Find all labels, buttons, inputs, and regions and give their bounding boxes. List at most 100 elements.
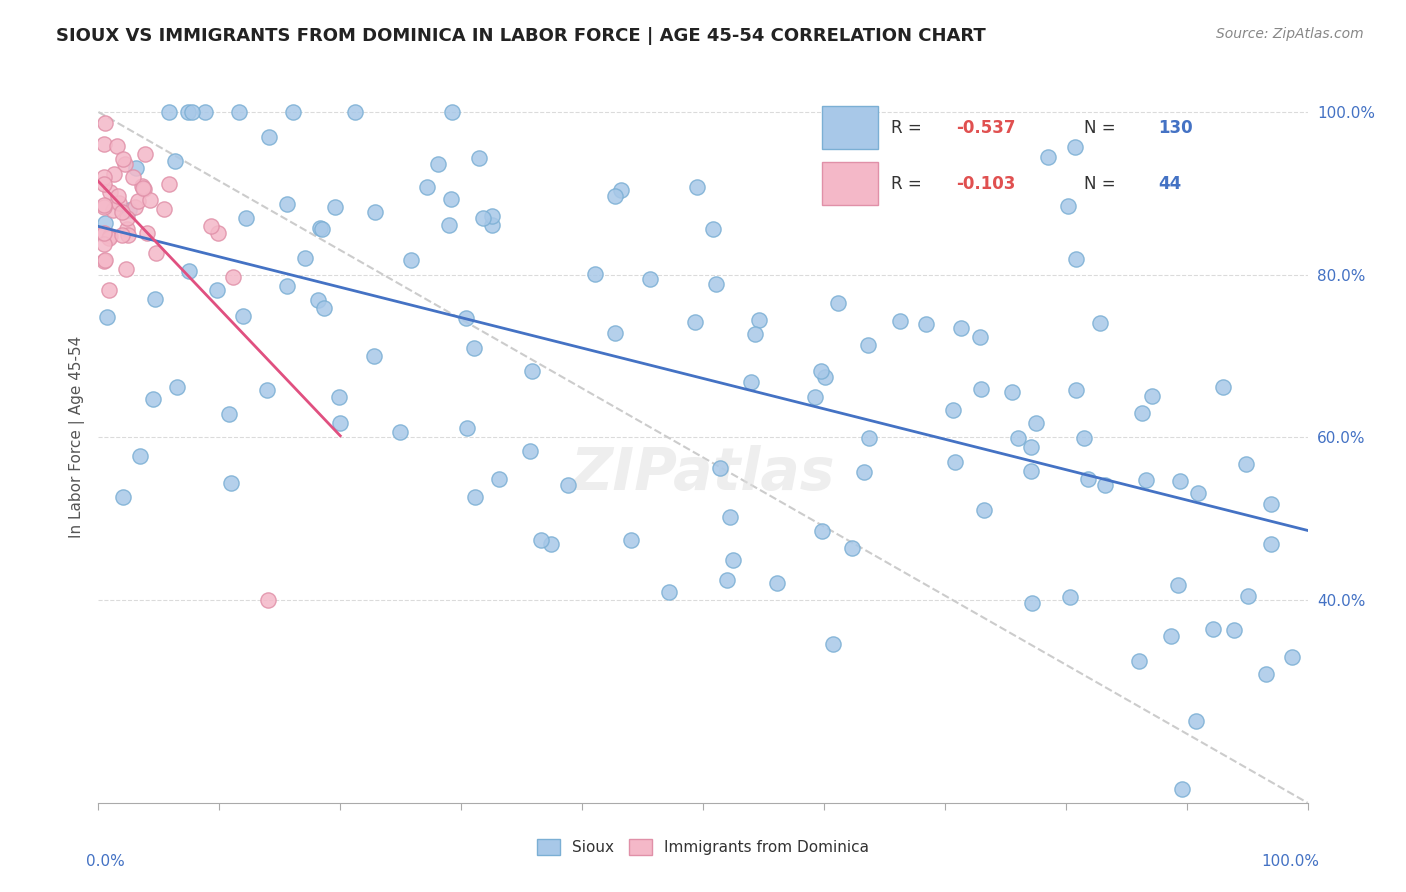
Point (364, 205, 387, 219)
Point (481, 209, 503, 223)
Point (108, 195, 131, 210)
Point (194, 105, 217, 120)
Point (1059, 590, 1081, 604)
Point (276, 279, 298, 293)
Point (165, 153, 187, 168)
Point (124, 200, 146, 214)
Point (1128, 654, 1150, 668)
Point (969, 330, 991, 344)
Point (973, 502, 995, 516)
Point (766, 576, 789, 591)
Point (93, 227, 115, 242)
Point (415, 180, 437, 194)
Point (810, 364, 832, 378)
Point (1064, 383, 1087, 397)
Point (93, 136, 115, 151)
Point (437, 218, 460, 232)
Text: Source: ZipAtlas.com: Source: ZipAtlas.com (1216, 27, 1364, 41)
Point (1171, 781, 1194, 796)
Point (309, 221, 332, 235)
Point (177, 264, 200, 278)
Point (1064, 252, 1087, 266)
Point (858, 431, 880, 445)
Point (139, 194, 162, 208)
Point (112, 490, 135, 504)
Point (1202, 622, 1225, 636)
Point (1063, 139, 1085, 153)
Point (488, 472, 510, 486)
Point (101, 202, 124, 217)
Point (1001, 385, 1024, 400)
Point (177, 105, 200, 120)
Point (1057, 199, 1080, 213)
Point (363, 350, 385, 364)
Point (121, 170, 143, 185)
Point (200, 219, 222, 233)
Point (228, 105, 250, 120)
Point (949, 320, 972, 334)
Point (748, 312, 770, 326)
Point (889, 314, 911, 328)
Point (93, 200, 115, 214)
Point (467, 152, 489, 166)
Point (94, 253, 117, 268)
Point (471, 211, 494, 225)
Point (117, 211, 139, 225)
Point (530, 533, 553, 547)
Point (131, 178, 153, 193)
Point (1237, 589, 1260, 603)
Point (1090, 316, 1112, 330)
Point (256, 592, 278, 607)
Point (716, 573, 738, 587)
Point (205, 283, 228, 297)
Point (325, 200, 347, 214)
Point (427, 157, 450, 171)
Point (603, 189, 626, 203)
Point (93, 116, 115, 130)
Point (704, 277, 727, 292)
Text: ZIPatlas: ZIPatlas (571, 445, 835, 502)
Point (1135, 473, 1157, 487)
Point (107, 139, 129, 153)
Point (827, 295, 849, 310)
Point (721, 552, 744, 566)
Point (720, 510, 742, 524)
Point (153, 202, 176, 217)
Point (1212, 380, 1234, 394)
Point (307, 293, 329, 307)
Point (143, 292, 166, 306)
Point (142, 392, 165, 407)
Legend: Sioux, Immigrants from Dominica: Sioux, Immigrants from Dominica (530, 833, 876, 861)
Point (93, 236, 115, 251)
Point (1254, 666, 1277, 681)
Point (1185, 714, 1208, 728)
Y-axis label: In Labor Force | Age 45-54: In Labor Force | Age 45-54 (69, 336, 84, 538)
Point (481, 218, 503, 232)
Point (856, 337, 879, 351)
Point (744, 327, 766, 342)
Point (969, 382, 991, 396)
Point (111, 153, 134, 167)
Point (464, 490, 486, 504)
Point (107, 189, 129, 203)
Point (218, 407, 240, 421)
Point (1167, 578, 1189, 592)
Point (620, 533, 643, 547)
Point (235, 211, 257, 225)
Point (276, 196, 298, 211)
Point (127, 194, 149, 208)
Point (125, 161, 148, 175)
Point (1073, 431, 1095, 445)
Point (609, 183, 631, 197)
Point (1140, 389, 1163, 403)
Point (1160, 629, 1182, 643)
Point (180, 105, 202, 120)
Point (157, 177, 180, 191)
Point (1019, 464, 1042, 478)
Point (803, 390, 825, 404)
Point (1007, 431, 1029, 445)
Point (1130, 406, 1153, 420)
Point (456, 311, 478, 326)
Point (115, 222, 138, 236)
Point (685, 315, 707, 329)
